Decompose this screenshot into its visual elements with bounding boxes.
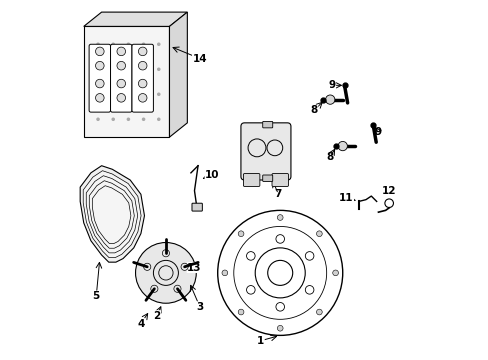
Circle shape xyxy=(238,309,244,315)
Circle shape xyxy=(142,93,145,96)
Circle shape xyxy=(138,79,147,88)
Circle shape xyxy=(142,42,145,46)
Circle shape xyxy=(277,325,283,331)
Circle shape xyxy=(138,62,147,70)
FancyBboxPatch shape xyxy=(132,44,153,112)
Circle shape xyxy=(126,117,130,121)
Text: 9: 9 xyxy=(374,127,381,137)
Circle shape xyxy=(117,62,125,70)
Circle shape xyxy=(138,94,147,102)
Text: 2: 2 xyxy=(153,311,160,321)
Circle shape xyxy=(95,47,104,56)
Circle shape xyxy=(111,117,115,121)
Circle shape xyxy=(337,141,346,151)
Circle shape xyxy=(96,93,100,96)
Circle shape xyxy=(126,42,130,46)
Circle shape xyxy=(111,93,115,96)
Text: 7: 7 xyxy=(274,189,282,199)
Circle shape xyxy=(316,231,322,237)
Text: 8: 8 xyxy=(326,152,333,162)
Circle shape xyxy=(157,117,160,121)
Circle shape xyxy=(157,42,160,46)
Polygon shape xyxy=(83,12,187,26)
FancyBboxPatch shape xyxy=(192,203,202,211)
FancyBboxPatch shape xyxy=(262,175,272,181)
FancyBboxPatch shape xyxy=(89,44,110,112)
Text: 11: 11 xyxy=(338,193,353,203)
Circle shape xyxy=(117,94,125,102)
Text: 10: 10 xyxy=(204,170,219,180)
Text: 4: 4 xyxy=(137,319,144,329)
Circle shape xyxy=(117,79,125,88)
Circle shape xyxy=(96,67,100,71)
Text: 13: 13 xyxy=(187,262,202,273)
Circle shape xyxy=(117,47,125,56)
Circle shape xyxy=(157,67,160,71)
Circle shape xyxy=(96,117,100,121)
Text: 6: 6 xyxy=(244,127,251,137)
Circle shape xyxy=(157,93,160,96)
Text: 8: 8 xyxy=(310,105,317,115)
Circle shape xyxy=(142,117,145,121)
FancyBboxPatch shape xyxy=(241,123,290,180)
FancyBboxPatch shape xyxy=(262,121,272,128)
Polygon shape xyxy=(80,166,144,262)
Text: 3: 3 xyxy=(196,302,203,312)
Text: 1: 1 xyxy=(256,336,264,346)
Circle shape xyxy=(96,42,100,46)
Text: 9: 9 xyxy=(328,80,335,90)
Circle shape xyxy=(325,95,334,104)
Circle shape xyxy=(222,270,227,276)
Circle shape xyxy=(95,94,104,102)
Circle shape xyxy=(111,67,115,71)
Circle shape xyxy=(238,231,244,237)
FancyBboxPatch shape xyxy=(271,174,288,186)
Circle shape xyxy=(332,270,338,276)
Circle shape xyxy=(142,67,145,71)
FancyBboxPatch shape xyxy=(243,174,259,186)
Polygon shape xyxy=(83,26,169,137)
Polygon shape xyxy=(169,12,187,137)
Text: 7: 7 xyxy=(274,136,282,146)
Text: 5: 5 xyxy=(92,291,100,301)
Circle shape xyxy=(126,93,130,96)
Circle shape xyxy=(95,79,104,88)
Polygon shape xyxy=(83,171,141,257)
Circle shape xyxy=(277,215,283,220)
Circle shape xyxy=(111,42,115,46)
Text: 14: 14 xyxy=(192,54,207,64)
Circle shape xyxy=(95,62,104,70)
Circle shape xyxy=(138,47,147,56)
FancyBboxPatch shape xyxy=(110,44,132,112)
Circle shape xyxy=(126,67,130,71)
Text: 12: 12 xyxy=(381,186,396,196)
Circle shape xyxy=(135,243,196,303)
Circle shape xyxy=(316,309,322,315)
